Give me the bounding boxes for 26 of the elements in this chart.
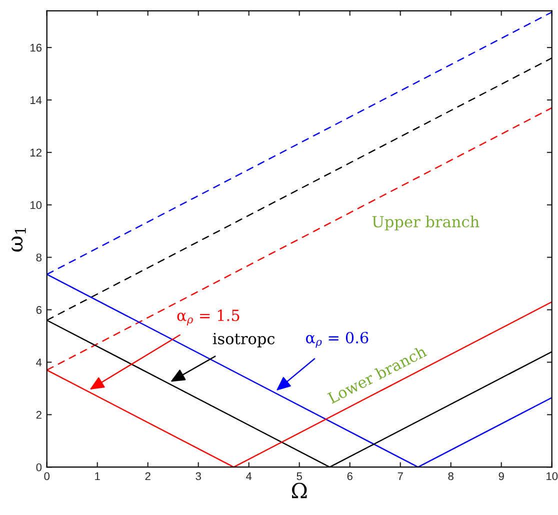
x-tick-label: 1 [95, 472, 100, 480]
y-tick-label: 10 [30, 201, 42, 210]
annotation: Upper branch [372, 216, 480, 230]
x-tick-label: 7 [398, 472, 403, 480]
y-tick-label: 16 [30, 44, 42, 52]
x-tick-label: 0 [44, 472, 50, 480]
y-tick-label: 0 [36, 463, 42, 472]
annotation: α$_{ρ}$ = 1.5 [177, 310, 240, 326]
x-tick-label: 2 [145, 472, 150, 480]
x-tick-label: 10 [546, 472, 558, 480]
x-tick-label: 3 [196, 472, 201, 480]
x-tick-label: 4 [246, 472, 252, 480]
y-axis-title: ω$_{1}$ [12, 228, 26, 252]
annotation: isotropc [212, 332, 275, 348]
y-tick-label: 14 [30, 96, 42, 104]
y-tick-label: 12 [30, 148, 42, 156]
x-tick-label: 8 [448, 472, 454, 480]
y-tick-label: 8 [36, 254, 42, 262]
x-tick-label: 9 [498, 472, 504, 480]
x-tick-label: 6 [347, 472, 352, 480]
y-tick-label: 4 [36, 358, 42, 366]
y-tick-label: 6 [36, 306, 42, 314]
x-tick-label: 5 [296, 472, 302, 480]
y-tick-label: 2 [36, 410, 42, 419]
annotation: α$_{ρ}$ = 0.6 [306, 332, 368, 348]
x-axis-title: Ω [292, 482, 307, 498]
